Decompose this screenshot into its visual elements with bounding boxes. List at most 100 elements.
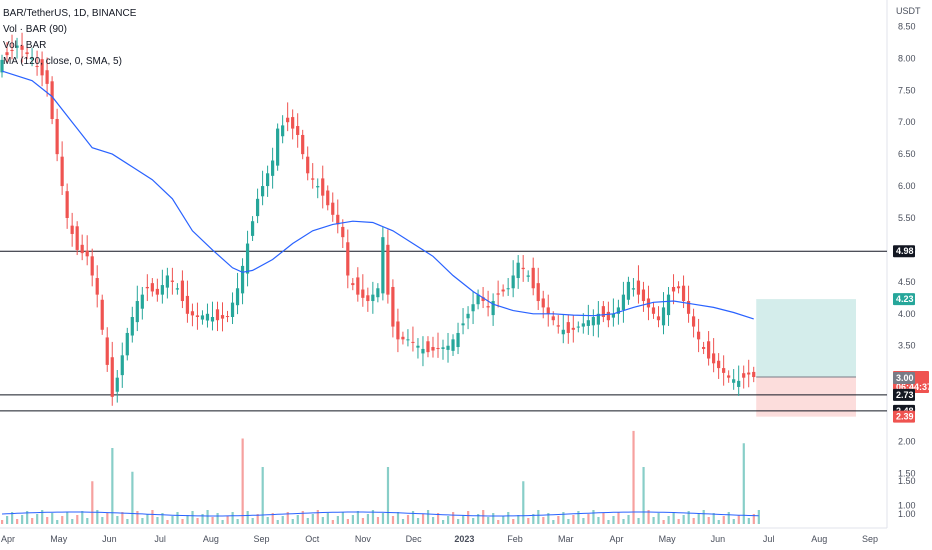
legend-volume-2[interactable]: Vol · BAR [3,40,47,51]
position-stop-zone [756,377,856,417]
candle-body [346,242,350,276]
volume-bar [597,517,600,524]
candle-body [566,322,570,333]
candle-body [496,293,500,295]
candle-body [391,286,395,327]
candle-body [561,329,565,335]
candle-body [722,368,726,373]
candle-body [531,267,535,289]
volume-bar [161,513,164,524]
candle-body [646,298,651,308]
volume-bar [291,519,294,524]
volume-bar [31,518,34,524]
candle-body [406,339,410,341]
candle-body [491,301,495,316]
candle-body [441,347,445,349]
countdown-label: 06:44:37 [896,382,932,392]
candle-body [576,326,580,328]
candle-body [466,313,470,319]
volume-bar [6,516,9,524]
y-tick-label: 8.50 [898,21,916,31]
candle-body [481,297,485,302]
candle-body [511,275,515,289]
price-tag-label: 3.00 [896,373,914,383]
candle-body [55,119,59,155]
volume-bar [376,517,380,524]
x-tick-label: 2023 [454,534,474,544]
price-tag-label: 4.23 [896,294,914,304]
volume-bar [256,514,259,524]
volume-bar [381,513,385,524]
volume-bar [717,520,720,524]
volume-bar [311,514,314,524]
candle-body [195,315,200,317]
candle-body [661,307,666,326]
volume-bar [457,519,460,524]
volume-tick-label: 1.50 [898,476,916,486]
volume-bar [657,513,660,524]
candle-body [727,375,731,378]
volume-bar [266,517,269,524]
volume-bar [497,520,500,524]
candle-body [747,372,751,375]
candle-body [90,256,94,276]
candle-body [376,288,380,298]
x-tick-label: Jun [102,534,117,544]
candle-body [486,306,490,308]
volume-bar [51,513,54,524]
volume-bar [411,511,415,524]
volume-bar [351,515,354,524]
candle-body [296,126,300,135]
volume-bar [271,513,274,524]
candle-body [596,313,600,325]
volume-bar [587,514,590,524]
volume-bar [622,519,625,524]
currency-label: USDT [896,6,921,16]
candle-body [306,156,310,174]
volume-bar [737,515,740,524]
volume-bar [111,448,114,524]
volume-bar [286,512,289,524]
y-tick-label: 5.50 [898,213,916,223]
legend-symbol[interactable]: BAR/TetherUS, 1D, BINANCE [3,8,137,19]
candle-body [50,81,54,119]
candle-body [260,186,265,197]
volume-bar [416,518,420,524]
volume-bar [667,516,670,524]
legend-ma[interactable]: MA (120, close, 0, SMA, 5) [3,56,122,67]
candle-body [240,265,245,294]
volume-bar [747,518,750,524]
candle-body [381,237,385,294]
candle-body [671,286,676,292]
candle-body [426,341,430,353]
candle-body [105,337,109,365]
price-tag: 2.73 [893,388,915,401]
volume-bar [707,517,710,524]
volume-bar [386,467,390,524]
volume-bar [206,510,209,524]
volume-bar [512,519,515,524]
x-tick-label: May [50,534,68,544]
volume-bar [401,519,405,524]
candle-body [636,280,641,295]
candle-body [40,59,44,76]
x-tick-label: Jul [763,534,775,544]
candle-body [155,288,159,295]
volume-bar [592,510,595,524]
volume-bar [452,512,455,524]
price-tag: 3.00 [893,371,915,384]
candle-body [85,250,89,257]
candle-body [656,316,661,321]
candle-body [271,160,275,176]
y-tick-label: 4.00 [898,309,916,319]
legend-volume[interactable]: Vol · BAR (90) [3,24,67,35]
candle-body [571,327,575,330]
candle-body [717,360,721,369]
candle-body [301,134,305,155]
candle-body [541,298,545,308]
candle-body [200,315,205,320]
candle-body [30,58,34,60]
candle-body [416,345,420,348]
x-tick-label: Apr [1,534,15,544]
